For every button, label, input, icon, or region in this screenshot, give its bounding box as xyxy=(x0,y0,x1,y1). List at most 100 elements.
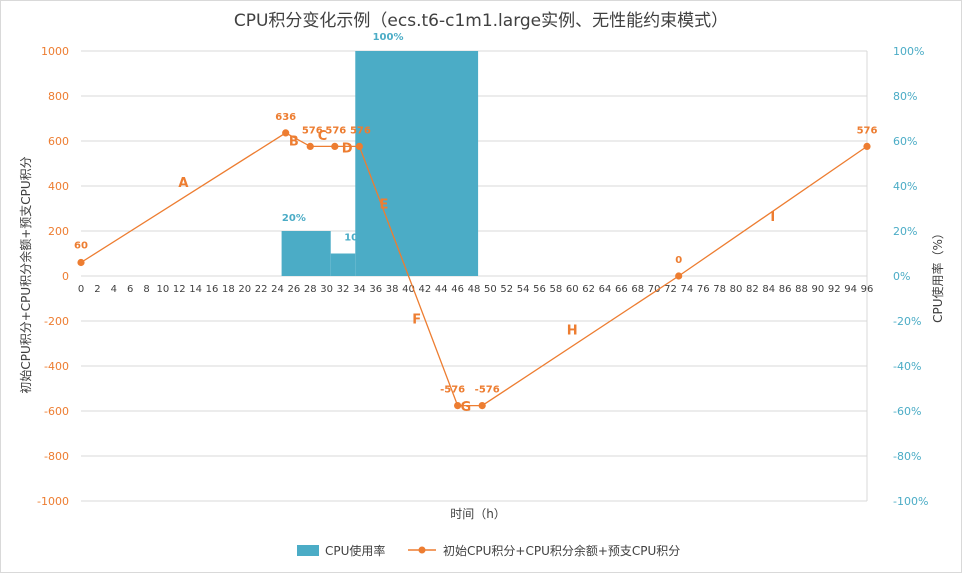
right-y-tick-label: -100% xyxy=(893,495,928,508)
x-tick-label: 66 xyxy=(615,284,628,295)
point-label: -576 xyxy=(475,385,500,396)
bar xyxy=(281,231,331,276)
x-tick-label: 74 xyxy=(681,284,694,295)
x-tick-label: 62 xyxy=(582,284,595,295)
gridlines xyxy=(81,50,868,502)
point-label: -576 xyxy=(440,385,465,396)
point-label: 576 xyxy=(325,125,346,136)
legend: CPU使用率 初始CPU积分+CPU积分余额+预支CPU积分 xyxy=(297,543,680,558)
x-tick-label: 30 xyxy=(320,284,333,295)
point-label: 576 xyxy=(350,125,371,136)
segment-label: E xyxy=(379,198,388,213)
bar-label: 100% xyxy=(373,32,404,43)
x-tick-label: 84 xyxy=(762,284,775,295)
right-y-tick-label: 80% xyxy=(893,90,917,103)
legend-label-line: 初始CPU积分+CPU积分余额+预支CPU积分 xyxy=(443,543,680,558)
x-tick-label: 76 xyxy=(697,284,710,295)
right-y-tick-label: 0% xyxy=(893,270,910,283)
left-y-axis-ticks: 1000 800 600 400 200 0 -200 -400 -600 -800 -1000 xyxy=(37,45,69,508)
left-y-tick-label: 1000 xyxy=(41,45,69,58)
bar-series xyxy=(281,51,479,276)
right-y-tick-label: 100% xyxy=(893,45,924,58)
x-tick-label: 6 xyxy=(127,284,133,295)
chart-title: CPU积分变化示例（ecs.t6-c1m1.large实例、无性能约束模式） xyxy=(234,11,728,31)
segment-label: A xyxy=(178,176,188,191)
left-y-tick-label: 600 xyxy=(48,135,69,148)
x-tick-label: 82 xyxy=(746,284,759,295)
x-tick-label: 48 xyxy=(468,284,481,295)
x-tick-label: 22 xyxy=(255,284,268,295)
segment-label: B xyxy=(289,135,299,150)
x-tick-label: 2 xyxy=(94,284,100,295)
x-tick-label: 90 xyxy=(812,284,825,295)
line-point xyxy=(282,129,290,137)
x-tick-label: 24 xyxy=(271,284,284,295)
left-y-tick-label: -1000 xyxy=(37,495,69,508)
segment-label: F xyxy=(412,312,421,327)
x-tick-label: 10 xyxy=(157,284,170,295)
point-label: 636 xyxy=(275,112,296,123)
x-tick-label: 38 xyxy=(386,284,399,295)
x-tick-label: 78 xyxy=(713,284,726,295)
point-label: 0 xyxy=(675,255,682,266)
left-y-tick-label: 200 xyxy=(48,225,69,238)
right-y-axis-ticks: 100% 80% 60% 40% 20% 0% -20% -40% -60% -80% -100% xyxy=(893,45,928,508)
x-tick-label: 96 xyxy=(861,284,874,295)
segment-label: G xyxy=(460,400,471,415)
segment-labels: A B CD E F G H I xyxy=(178,129,775,415)
left-y-tick-label: -600 xyxy=(44,405,69,418)
x-tick-label: 56 xyxy=(533,284,546,295)
x-tick-label: 26 xyxy=(288,284,301,295)
right-y-tick-label: -40% xyxy=(893,360,921,373)
left-y-tick-label: -800 xyxy=(44,450,69,463)
line-point xyxy=(863,142,871,150)
x-tick-label: 70 xyxy=(648,284,661,295)
line-series xyxy=(77,129,871,410)
line-point xyxy=(454,402,462,410)
x-tick-label: 34 xyxy=(353,284,366,295)
x-tick-label: 16 xyxy=(206,284,219,295)
x-tick-label: 80 xyxy=(730,284,743,295)
x-tick-label: 94 xyxy=(844,284,857,295)
x-tick-label: 86 xyxy=(779,284,792,295)
segment-label: D xyxy=(342,141,353,156)
right-y-axis-title: CPU使用率（%） xyxy=(930,227,945,323)
x-tick-label: 88 xyxy=(795,284,808,295)
line-point xyxy=(331,142,339,150)
right-y-tick-label: 60% xyxy=(893,135,917,148)
left-y-tick-label: 400 xyxy=(48,180,69,193)
x-axis-ticks: 0 2 4 6 8 10 12 14 16 18 20 22 24 26 28 30 32 34 36 38 40 42 4… xyxy=(78,284,874,295)
x-tick-label: 46 xyxy=(451,284,464,295)
bar xyxy=(355,51,479,276)
line-point xyxy=(478,402,486,410)
x-tick-label: 4 xyxy=(111,284,117,295)
x-tick-label: 28 xyxy=(304,284,317,295)
left-y-tick-label: 0 xyxy=(62,270,69,283)
line-point xyxy=(355,142,363,150)
x-tick-label: 58 xyxy=(550,284,563,295)
x-tick-label: 50 xyxy=(484,284,497,295)
bar-label: 20% xyxy=(282,213,306,224)
left-y-axis-title: 初始CPU积分+CPU积分余额+预支CPU积分 xyxy=(18,156,33,393)
left-y-tick-label: -400 xyxy=(44,360,69,373)
x-tick-label: 44 xyxy=(435,284,448,295)
line-point xyxy=(675,272,683,280)
segment-label: H xyxy=(567,324,578,339)
point-label: 60 xyxy=(74,241,88,252)
x-tick-label: 52 xyxy=(500,284,513,295)
left-y-tick-label: 800 xyxy=(48,90,69,103)
x-tick-label: 72 xyxy=(664,284,677,295)
legend-label-bar: CPU使用率 xyxy=(325,543,385,558)
right-y-tick-label: -20% xyxy=(893,315,921,328)
x-tick-label: 68 xyxy=(631,284,644,295)
line-point xyxy=(77,258,85,267)
bar-label: 10 xyxy=(344,233,358,244)
x-tick-label: 36 xyxy=(369,284,382,295)
x-tick-label: 0 xyxy=(78,284,84,295)
x-tick-label: 32 xyxy=(337,284,350,295)
line-point xyxy=(306,142,314,150)
right-y-tick-label: -80% xyxy=(893,450,921,463)
x-tick-label: 12 xyxy=(173,284,186,295)
legend-swatch-bar xyxy=(297,545,319,556)
